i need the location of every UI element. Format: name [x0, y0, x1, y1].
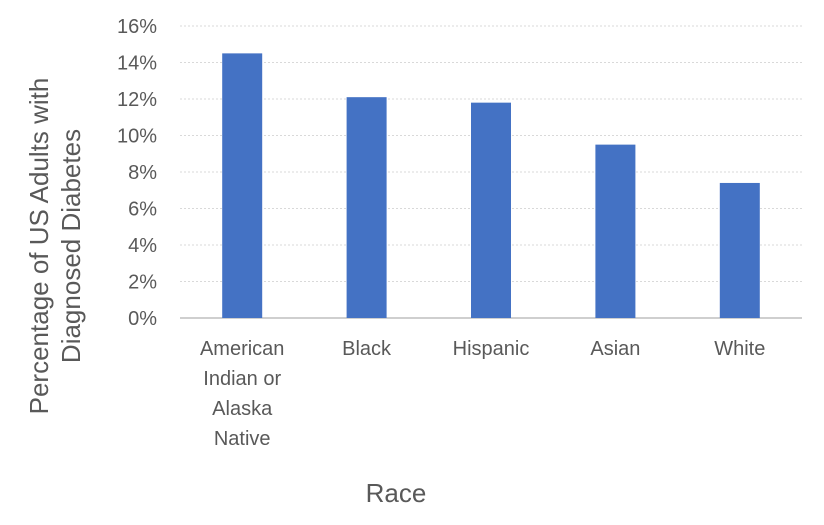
- x-tick-label: White: [714, 338, 765, 360]
- x-tick-label: Black: [342, 338, 392, 360]
- y-axis-title: Percentage of US Adults withDiagnosed Di…: [24, 78, 86, 415]
- bar: [471, 102, 511, 319]
- y-axis-ticks: 0% 2% 4% 6% 8% 10% 12% 14% 16%: [117, 16, 157, 330]
- x-tick-label: Asian: [590, 338, 640, 360]
- x-tick-label: Hispanic: [453, 338, 530, 360]
- y-tick-label: 8%: [128, 162, 157, 184]
- bar: [595, 144, 636, 318]
- bars: [222, 53, 760, 319]
- y-tick-label: 6%: [128, 199, 157, 221]
- y-tick-label: 10%: [117, 126, 157, 148]
- y-tick-label: 12%: [117, 89, 157, 111]
- bar: [346, 97, 387, 318]
- y-tick-label: 4%: [128, 235, 157, 257]
- bar: [719, 182, 760, 318]
- y-tick-label: 14%: [117, 53, 157, 75]
- x-axis-ticks: American Indian or Alaska Native Black Hispan…: [200, 338, 765, 450]
- y-tick-label: 2%: [128, 272, 157, 294]
- x-tick-label: American Indian or Alaska Native: [200, 338, 284, 450]
- bar: [222, 53, 263, 318]
- y-tick-label: 0%: [128, 308, 157, 330]
- x-axis-title: Race: [366, 478, 427, 508]
- y-tick-label: 16%: [117, 16, 157, 38]
